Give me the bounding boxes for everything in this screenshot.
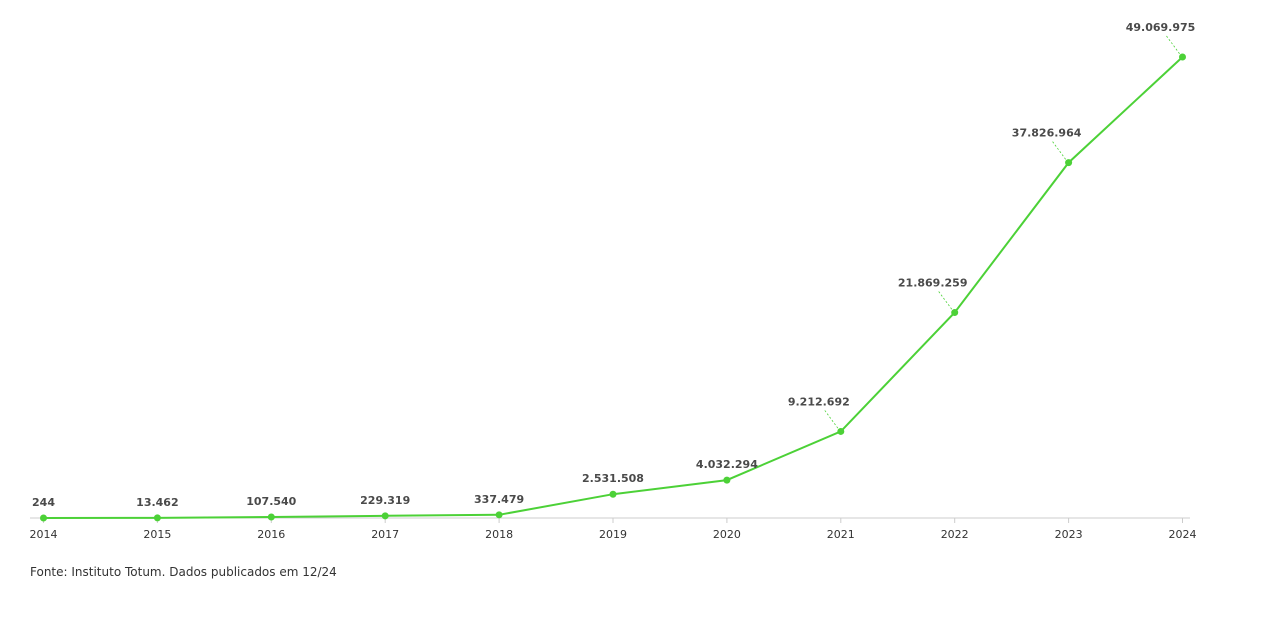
data-point <box>40 514 47 522</box>
data-label: 4.032.294 <box>696 458 758 471</box>
label-leaders <box>824 35 1181 430</box>
x-tick-label: 2015 <box>143 528 171 541</box>
data-point <box>837 427 845 435</box>
x-tick-label: 2021 <box>827 528 855 541</box>
source-note: Fonte: Instituto Totum. Dados publicados… <box>30 565 337 579</box>
data-point <box>267 513 275 521</box>
data-label: 37.826.964 <box>1012 127 1082 140</box>
data-point <box>381 512 389 520</box>
label-leader-line <box>938 291 954 311</box>
x-tick-label: 2020 <box>713 528 741 541</box>
data-label: 13.462 <box>136 496 178 509</box>
data-point <box>723 476 731 484</box>
data-label: 244 <box>32 496 55 509</box>
data-labels: 244 13.462 107.540 229.319 337.479 2.531.508 4… <box>32 21 1195 509</box>
label-leader-line <box>1052 141 1067 161</box>
x-tick-label: 2019 <box>599 528 627 541</box>
data-label: 21.869.259 <box>898 277 968 290</box>
data-label: 2.531.508 <box>582 472 644 485</box>
data-label: 49.069.975 <box>1126 21 1196 34</box>
data-label: 337.479 <box>474 493 524 506</box>
x-tick-label: 2018 <box>485 528 513 541</box>
data-point <box>951 309 959 317</box>
data-points <box>40 53 1186 522</box>
x-tick-label: 2016 <box>257 528 285 541</box>
x-tick-label: 2023 <box>1055 528 1083 541</box>
data-label: 229.319 <box>360 494 410 507</box>
label-leader-line <box>824 410 840 430</box>
x-axis-ticks: 2014 2015 2016 2017 2018 2019 2020 2021 2022 2023… <box>30 518 1197 541</box>
data-point <box>153 514 161 522</box>
data-label: 107.540 <box>246 495 296 508</box>
data-label: 9.212.692 <box>788 395 850 408</box>
x-tick-label: 2024 <box>1169 528 1197 541</box>
data-point <box>1179 53 1186 61</box>
data-point <box>609 490 617 498</box>
data-point <box>495 511 503 519</box>
x-tick-label: 2017 <box>371 528 399 541</box>
x-tick-label: 2014 <box>30 528 58 541</box>
label-leader-line <box>1166 35 1181 56</box>
x-tick-label: 2022 <box>941 528 969 541</box>
data-point <box>1065 159 1073 167</box>
